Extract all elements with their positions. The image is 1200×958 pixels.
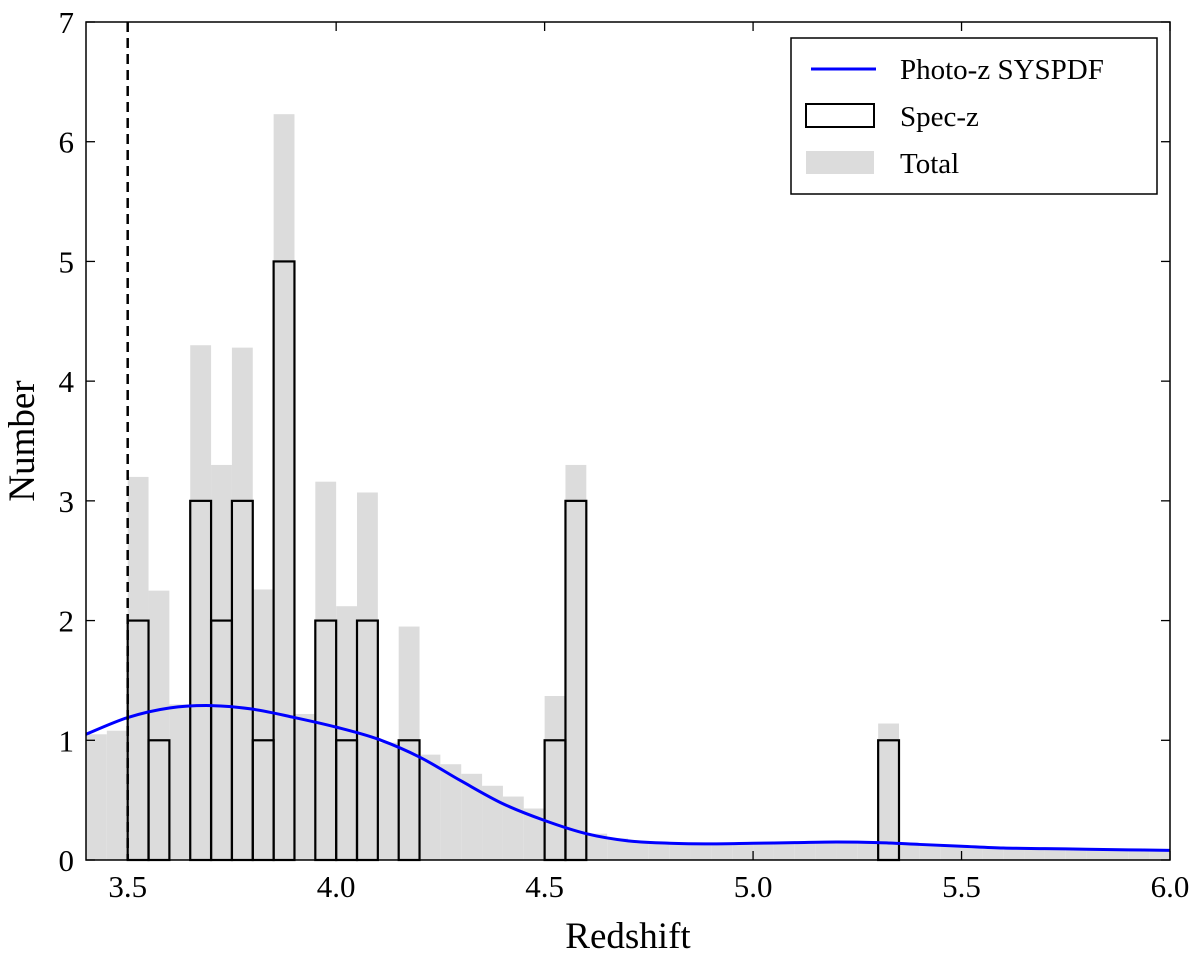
total-bar <box>1128 849 1150 860</box>
total-bar <box>523 808 545 860</box>
x-tick-label: 5.0 <box>734 869 773 904</box>
total-bar <box>336 606 357 860</box>
photoz-syspdf-curve <box>85 704 1171 852</box>
total-bar <box>231 347 253 860</box>
total-bar <box>1024 848 1045 860</box>
legend-total-label: Total <box>900 148 959 180</box>
total-bar <box>461 773 483 860</box>
x-axis-label: Redshift <box>565 916 691 957</box>
total-bar <box>669 843 691 860</box>
axis-ticks <box>86 21 1171 861</box>
total-bar <box>919 844 941 860</box>
y-tick-label: 5 <box>59 244 75 279</box>
total-bar <box>86 734 107 860</box>
total-bar <box>398 626 420 860</box>
total-histogram-bars <box>86 114 1170 861</box>
x-tick-label: 6.0 <box>1151 869 1190 904</box>
total-bar <box>273 114 295 861</box>
total-bar <box>732 843 754 860</box>
total-bar <box>565 464 587 860</box>
total-bar <box>982 846 1004 860</box>
total-bar <box>440 764 462 860</box>
total-bar <box>794 842 816 860</box>
total-bar <box>1149 850 1170 860</box>
x-tick-label: 3.5 <box>108 869 147 904</box>
total-bar <box>940 845 962 860</box>
total-bar <box>419 754 441 860</box>
x-tick-labels: 3.5 4.0 4.5 5.0 5.5 6.0 <box>108 869 1189 904</box>
legend: Photo-z SYSPDF Spec-z Total <box>790 37 1158 195</box>
total-bar <box>544 695 566 860</box>
total-bar <box>711 843 733 860</box>
photoz-curve <box>85 704 1171 852</box>
total-bar <box>315 481 337 860</box>
total-bar <box>628 840 649 860</box>
y-tick-label: 0 <box>59 843 75 878</box>
total-bar <box>648 842 670 860</box>
total-bar <box>836 842 858 860</box>
total-bar <box>252 589 274 860</box>
total-bar <box>899 843 920 860</box>
total-bar <box>773 842 795 860</box>
total-bar <box>502 796 524 860</box>
legend-photoz-label: Photo-z SYSPDF <box>900 54 1104 86</box>
total-bar <box>357 492 378 860</box>
x-tick-label: 4.5 <box>525 869 564 904</box>
total-bar <box>127 476 149 860</box>
legend-specz-swatch <box>805 103 875 128</box>
y-tick-label: 3 <box>59 484 75 519</box>
y-tick-label: 4 <box>59 364 75 399</box>
total-bar <box>857 842 879 860</box>
y-tick-labels: 0 1 2 3 4 5 6 7 <box>59 5 75 878</box>
y-tick-label: 7 <box>59 5 75 40</box>
total-bar <box>607 838 628 860</box>
y-tick-label: 2 <box>59 604 75 639</box>
total-bar <box>482 785 503 860</box>
total-bar <box>1003 848 1025 860</box>
total-bar <box>961 846 983 860</box>
total-bar <box>1107 849 1129 860</box>
y-tick-label: 1 <box>59 723 75 758</box>
total-bar <box>211 464 232 860</box>
legend-total-swatch <box>806 151 874 174</box>
total-bar <box>690 843 712 860</box>
total-bar <box>1044 848 1066 860</box>
total-bar <box>190 345 212 860</box>
total-bar <box>753 843 774 860</box>
total-bar <box>815 842 837 860</box>
total-bar <box>878 723 899 860</box>
total-bar <box>1086 849 1108 860</box>
plot-frame <box>85 21 1171 861</box>
total-bar <box>586 833 608 860</box>
y-tick-label: 6 <box>59 125 75 160</box>
legend-specz-label: Spec-z <box>900 101 979 133</box>
y-axis-label: Number <box>2 380 43 501</box>
x-tick-label: 5.5 <box>942 869 981 904</box>
total-bar <box>106 730 128 860</box>
total-bar <box>377 742 399 860</box>
total-bar <box>169 704 191 860</box>
total-bar <box>148 590 170 860</box>
total-bar <box>1065 849 1087 860</box>
x-tick-label: 4.0 <box>317 869 356 904</box>
total-bar <box>294 713 316 860</box>
